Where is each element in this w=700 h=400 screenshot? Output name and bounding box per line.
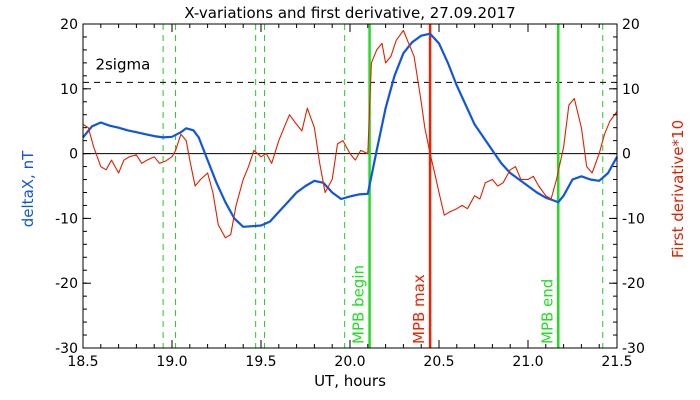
x-tick-label-5: 21.0 xyxy=(512,354,543,370)
y-tick-label-right-0: -30 xyxy=(622,341,645,357)
y-tick-label-right-5: 20 xyxy=(622,17,640,33)
y-tick-label-left-1: -20 xyxy=(55,276,78,292)
plot-area: 2sigma MPB begin MPB max MPB end 18.5 19.0 19.… xyxy=(55,17,645,370)
y-tick-label-left-4: 10 xyxy=(60,82,78,98)
y-axis-label-right: First derivative*10 xyxy=(669,120,687,258)
x-tick-label-3: 20.0 xyxy=(334,354,365,370)
x-tick-label-6: 21.5 xyxy=(601,354,632,370)
y-tick-label-left-3: 0 xyxy=(69,147,78,163)
marker-label-2: MPB end xyxy=(538,279,556,344)
marker-label-0: MPB begin xyxy=(350,265,368,344)
marker-label-1: MPB max xyxy=(410,274,428,344)
y-tick-label-left-5: 20 xyxy=(60,17,78,33)
chart-title: X-variations and first derivative, 27.09… xyxy=(184,4,515,22)
x-axis-label: UT, hours xyxy=(314,372,386,390)
x-tick-label-2: 19.5 xyxy=(245,354,276,370)
y-tick-label-right-4: 10 xyxy=(622,82,640,98)
x-tick-label-1: 19.0 xyxy=(156,354,187,370)
x-tick-label-4: 20.5 xyxy=(423,354,454,370)
y-tick-label-right-1: -20 xyxy=(622,276,645,292)
y-tick-label-left-0: -30 xyxy=(55,341,78,357)
series-line-deltax xyxy=(82,32,618,228)
x-tick-label-0: 18.5 xyxy=(67,354,98,370)
y-tick-label-right-2: -10 xyxy=(622,211,645,227)
series-line-derivative xyxy=(82,29,618,239)
y-tick-label-left-2: -10 xyxy=(55,211,78,227)
y-axis-label-left: deltaX, nT xyxy=(19,150,37,227)
sigma-label: 2sigma xyxy=(95,55,150,73)
y-tick-label-right-3: 0 xyxy=(622,147,631,163)
